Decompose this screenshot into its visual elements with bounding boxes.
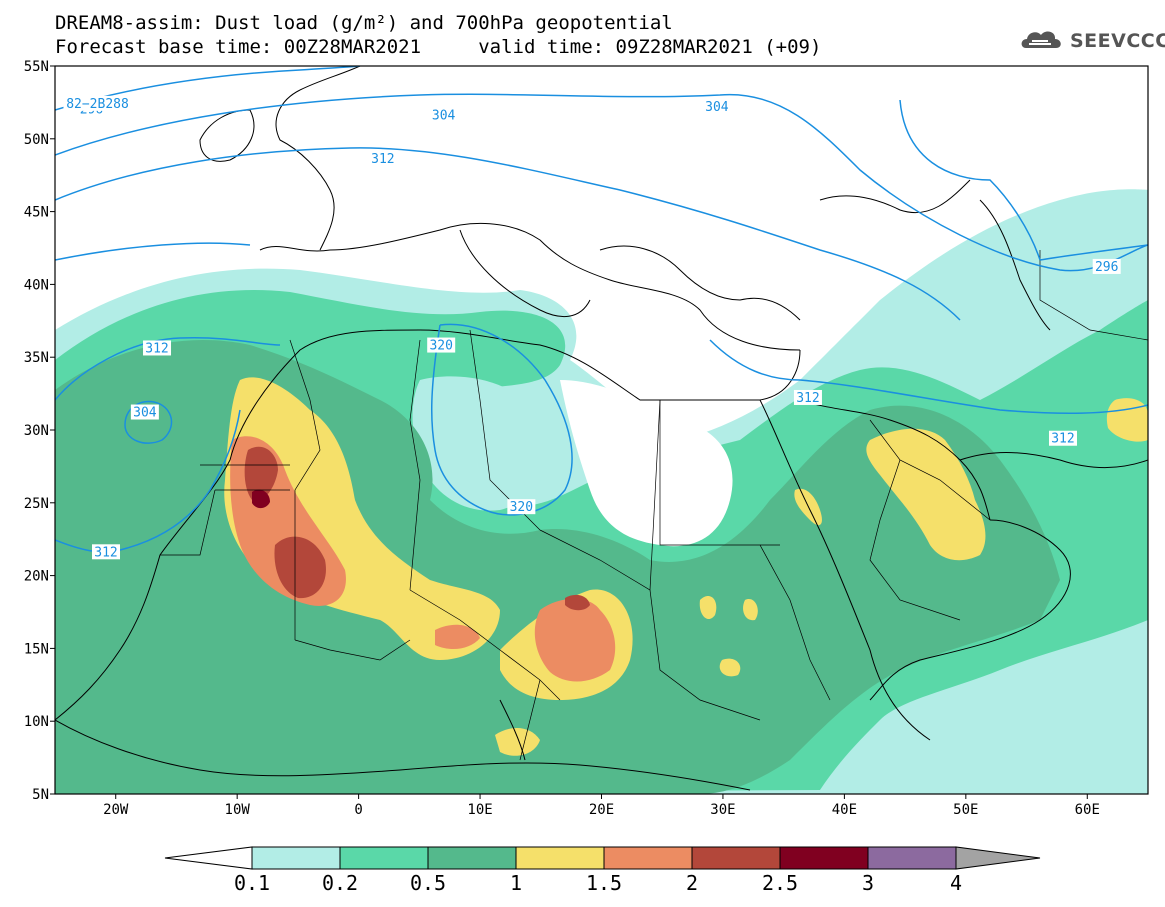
colorbar-label: 1: [510, 871, 522, 895]
lat-tick-label: 35N: [24, 350, 49, 366]
contour-labels: 29630431230431232030431231229632031282−2…: [63, 95, 1121, 560]
colorbar-label: 4: [950, 871, 962, 895]
colorbar: 0.1 0.2 0.5 1 1.5 2 2.5 3 4: [164, 846, 1041, 895]
logo-text: SEEVCCC: [1070, 30, 1165, 52]
cloud-icon: [1021, 31, 1061, 48]
contour-label: 304: [133, 406, 157, 421]
contour-label: 304: [432, 109, 456, 124]
colorbar-swatch: [339, 846, 429, 870]
contour-label: 304: [705, 100, 729, 115]
contour-312-cutoff: [55, 336, 281, 401]
colorbar-swatch: [691, 846, 781, 870]
dust-level-1-iran: [1106, 398, 1148, 442]
contour-296-east: [1039, 244, 1148, 261]
contour-label-bg: [1048, 430, 1077, 446]
lon-tick-label: 10E: [467, 802, 492, 818]
colorbar-label: 2.5: [762, 871, 798, 895]
contour-label: 312: [94, 545, 117, 560]
contour-label-bg: [793, 389, 822, 405]
dust-clear-libya: [560, 380, 733, 547]
lon-tick-label: 0: [354, 802, 362, 818]
title-line-2: Forecast base time: 00Z28MAR2021 valid t…: [55, 36, 822, 58]
contour-label: 312: [1051, 432, 1074, 447]
lat-tick-label: 15N: [24, 641, 49, 657]
lat-tick-label: 40N: [24, 277, 49, 293]
contour-label: 320: [429, 339, 452, 354]
lon-tick-label: 60E: [1075, 802, 1100, 818]
lat-tick-label: 5N: [32, 787, 49, 803]
dust-level-2-chad: [565, 594, 590, 611]
colorbar-label: 2: [686, 871, 698, 895]
lon-tick-label: 20E: [589, 802, 614, 818]
contour-label-bg: [427, 337, 456, 353]
contour-label: 320: [510, 500, 533, 515]
longitude-axis: 20W 10W 0 10E 20E 30E 40E 50E 60E: [103, 794, 1100, 818]
lon-tick-label: 40E: [832, 802, 857, 818]
contour-label-bg: [92, 544, 121, 560]
dust-fill-layer: [55, 189, 1148, 794]
title-line-1: DREAM8-assim: Dust load (g/m²) and 700hP…: [55, 12, 673, 34]
colorbar-over-triangle: [955, 846, 1041, 870]
contour-312-north: [55, 147, 961, 321]
contour-label: 312: [145, 341, 168, 356]
lon-tick-label: 50E: [953, 802, 978, 818]
contour-label: 296: [1095, 260, 1118, 275]
contour-304-cutoff: [124, 400, 173, 444]
geopotential-contours: [55, 66, 1148, 553]
seevccc-logo: SEEVCCC: [1018, 26, 1165, 56]
contour-312-east: [709, 339, 1148, 415]
contour-312-mid: [55, 242, 251, 261]
latitude-axis: 55N 50N 45N 40N 35N 30N 25N 20N 15N 10N 5N: [24, 59, 55, 803]
contour-label-bg: [702, 98, 731, 114]
colorbar-label: 0.5: [410, 871, 446, 895]
colorbar-label: 1.5: [586, 871, 622, 895]
lon-tick-label: 10W: [225, 802, 251, 818]
contour-label-bg: [143, 340, 172, 356]
contour-label-bg: [63, 95, 132, 111]
lat-tick-label: 50N: [24, 132, 49, 148]
colorbar-swatch: [603, 846, 693, 870]
dust-level-1-arabia: [866, 428, 986, 561]
lat-tick-label: 10N: [24, 714, 49, 730]
country-borders: [160, 250, 1148, 761]
lat-tick-label: 25N: [24, 496, 49, 512]
contour-320-ring: [430, 323, 573, 516]
dust-level-1-nigeria: [495, 728, 540, 756]
contour-label-bg: [429, 107, 458, 123]
colorbar-swatch: [427, 846, 517, 870]
colorbar-swatch: [779, 846, 869, 870]
lon-tick-label: 20W: [103, 802, 129, 818]
colorbar-swatch: [515, 846, 605, 870]
contour-label: 82−2B288: [66, 97, 129, 112]
colorbar-label: 3: [862, 871, 874, 895]
lat-tick-label: 20N: [24, 569, 49, 585]
contour-label: 312: [371, 152, 394, 167]
contour-label-bg: [130, 404, 159, 420]
dust-level-2-5-west: [252, 489, 270, 509]
lat-tick-label: 45N: [24, 205, 49, 221]
contour-label-bg: [1092, 258, 1121, 274]
colorbar-label: 0.2: [322, 871, 358, 895]
dust-level-1-5-niger: [435, 624, 480, 650]
contour-304-east: [899, 99, 1041, 261]
lat-tick-label: 55N: [24, 59, 49, 75]
contour-label-bg: [368, 151, 397, 167]
dust-level-1-sudan: [699, 595, 758, 677]
map-area: 29630431230431232030431231229632031282−2…: [55, 66, 1148, 794]
dust-level-1-5-chad: [534, 598, 616, 682]
contour-label: 312: [796, 391, 819, 406]
colorbar-under-triangle: [164, 846, 253, 870]
contour-label-bg: [507, 499, 536, 515]
dust-level-2-west: [244, 446, 326, 599]
colorbar-label: 0.1: [234, 871, 270, 895]
lat-tick-label: 30N: [24, 423, 49, 439]
colorbar-swatch: [251, 846, 341, 870]
dust-clear-tunisia: [412, 376, 548, 511]
lon-tick-label: 30E: [710, 802, 735, 818]
contour-304-north: [55, 93, 1148, 272]
colorbar-swatch: [867, 846, 957, 870]
